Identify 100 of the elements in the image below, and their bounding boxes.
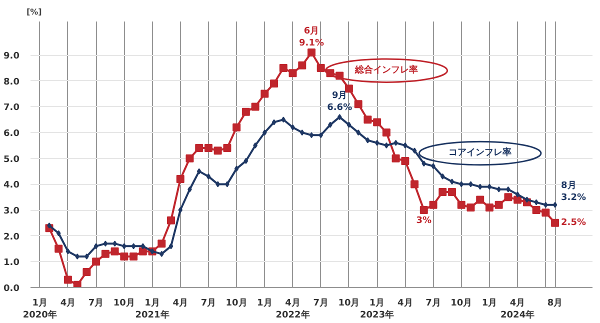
x-tick-label: 4月 2022年 (276, 298, 310, 320)
x-tick-label: 1月 2023年 (360, 298, 394, 320)
point (176, 175, 184, 184)
x-tick-label: 10月 (450, 298, 472, 308)
x-tick-label: 7月 (88, 298, 104, 308)
point (485, 203, 494, 212)
point (279, 64, 288, 72)
x-tick-label: 1月 (257, 298, 272, 308)
point (56, 230, 61, 236)
point (542, 208, 550, 217)
y-tick-label: 6.0 (4, 129, 20, 140)
point (94, 243, 98, 250)
point (420, 206, 428, 214)
point (196, 168, 202, 174)
y-tick-label: 2.0 (4, 232, 20, 242)
point (532, 206, 540, 214)
annotation: 8月 3.2% (561, 180, 586, 203)
point (459, 181, 464, 188)
point (159, 250, 164, 257)
point (551, 218, 560, 227)
point (130, 252, 138, 261)
x-tick-label: 8月 (547, 298, 563, 308)
point (457, 200, 466, 209)
point (374, 140, 380, 146)
point (120, 252, 128, 261)
x-tick-label: 4月 (172, 298, 188, 308)
point (308, 48, 316, 56)
point (476, 196, 484, 204)
point (214, 146, 222, 155)
y-tick-label: 5.0 (4, 154, 20, 165)
point (195, 144, 204, 152)
point (364, 116, 372, 124)
annotation: 3% (416, 216, 432, 226)
point (552, 202, 558, 208)
point (410, 180, 419, 188)
point (234, 166, 239, 172)
point (168, 243, 174, 250)
point (440, 173, 445, 180)
y-tick-label: 8.0 (4, 77, 20, 88)
point (300, 130, 304, 136)
x-tick-label: 1月 2020年 (22, 298, 57, 320)
series-label: コアインフレ率 (448, 147, 512, 158)
x-tick-label: 10月 (113, 298, 135, 308)
x-tick-label: 4月 (398, 298, 413, 308)
point (66, 248, 70, 254)
point (337, 114, 342, 120)
point (412, 148, 417, 154)
x-tick-label: 1月 2021年 (135, 298, 170, 320)
point (204, 144, 212, 152)
point (392, 154, 400, 162)
point (438, 188, 447, 196)
x-tick-label: 7月 (313, 298, 328, 308)
y-tick-label: 1.0 (4, 258, 20, 268)
point (167, 216, 175, 224)
point (281, 116, 286, 123)
point (346, 122, 352, 128)
point (494, 200, 503, 209)
point (298, 61, 306, 70)
point (448, 188, 456, 196)
point (344, 84, 353, 93)
y-tick-label: 3.0 (4, 206, 20, 217)
point (401, 156, 410, 165)
point (309, 132, 314, 138)
point (318, 132, 324, 138)
y-tick-label: 7.0 (4, 103, 20, 114)
point (316, 64, 325, 72)
point (131, 243, 136, 250)
point (270, 79, 278, 88)
point (288, 69, 297, 78)
point (242, 108, 250, 116)
point (101, 250, 110, 258)
annotation: 2.5% (561, 218, 586, 228)
annotation: 6月 9.1% (299, 25, 324, 48)
annotation: 9月 6.6% (327, 90, 352, 114)
x-tick-label: 10月 (226, 298, 248, 308)
x-tick-label: 4月 2024年 (500, 298, 535, 320)
point (73, 280, 82, 288)
point (223, 144, 232, 152)
point (140, 243, 146, 250)
x-tick-label: 4月 (60, 298, 76, 308)
x-tick-label: 7月 (200, 298, 216, 308)
point (373, 118, 382, 126)
point (272, 119, 276, 126)
x-tick-label: 1月 (482, 298, 498, 308)
y-axis-title: [%] (26, 8, 42, 16)
point (515, 192, 520, 198)
point (103, 240, 108, 247)
y-tick-label: 9.0 (4, 52, 20, 62)
point (384, 142, 389, 148)
point (158, 240, 166, 248)
point (354, 100, 362, 108)
point (64, 276, 72, 284)
series-label: 総合インフレ率 (354, 64, 418, 76)
point (429, 200, 438, 209)
point (178, 207, 183, 214)
point (450, 178, 454, 185)
point (466, 203, 475, 212)
point (487, 184, 492, 190)
point (422, 160, 426, 167)
x-tick-label: 10月 (338, 298, 360, 308)
